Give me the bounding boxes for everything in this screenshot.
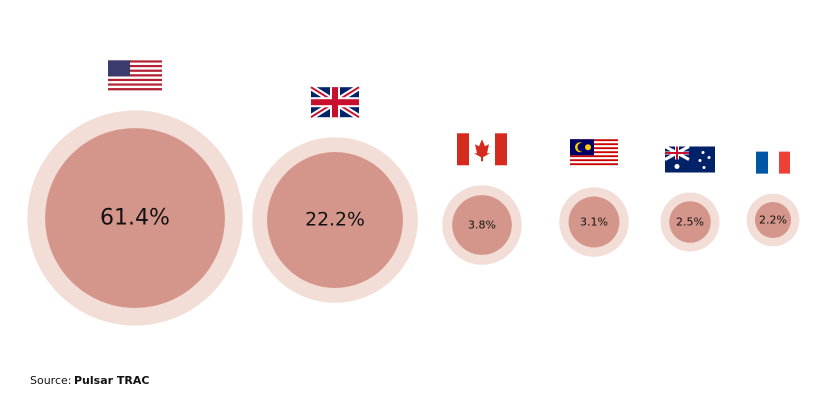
flag-part: [108, 74, 162, 77]
flag-part: [311, 99, 359, 106]
flag: [108, 60, 162, 91]
flag-part: [108, 62, 162, 65]
source-label: Source:: [30, 374, 72, 387]
flag-part: [665, 152, 689, 155]
flag-part: [577, 142, 587, 152]
flag-part: [108, 64, 162, 68]
flag-part: [570, 157, 618, 160]
source: Pulsar TRAC: [74, 374, 149, 387]
flag-part: [585, 144, 591, 151]
flag-part: [768, 151, 779, 174]
flag-part: [570, 159, 618, 162]
flag: [756, 151, 790, 174]
flag-part: [570, 165, 618, 168]
flag-part: [108, 69, 162, 72]
flag-part: [674, 164, 680, 170]
flag: [309, 84, 361, 120]
flag-part: [108, 83, 162, 86]
flag-part: [707, 156, 711, 160]
flag: [664, 145, 715, 173]
flag: [457, 133, 507, 166]
bubble: [669, 201, 711, 243]
flag-part: [108, 85, 162, 89]
flag-part: [495, 133, 507, 166]
bubble: [754, 201, 792, 239]
flag-part: [698, 159, 702, 163]
flag-part: [108, 88, 162, 91]
value-label: 2.2%: [759, 214, 787, 227]
flag-part: [570, 161, 618, 164]
bubble: [45, 128, 225, 308]
flag-part: [474, 139, 490, 162]
flag-part: [108, 60, 162, 63]
flag-part: [108, 78, 162, 82]
flag-part: [570, 163, 618, 166]
flag-part: [570, 155, 618, 158]
bubble: [267, 152, 403, 288]
value-label: 61.4%: [100, 206, 170, 231]
flag-part: [108, 60, 130, 77]
flag: [570, 139, 618, 168]
flag-part: [108, 71, 162, 75]
flag-part: [457, 133, 469, 166]
bubble: [452, 195, 512, 255]
flag-part: [108, 67, 162, 70]
value-label: 22.2%: [305, 210, 365, 231]
value-label: 3.1%: [580, 216, 608, 229]
flag-part: [779, 151, 790, 174]
flag-part: [108, 76, 162, 79]
flag-part: [701, 151, 705, 155]
flag-part: [756, 151, 768, 174]
flag-part: [702, 166, 706, 170]
value-label: 2.5%: [676, 216, 704, 229]
flag-part: [108, 81, 162, 84]
bubble: [568, 196, 620, 248]
value-label: 3.8%: [468, 219, 496, 232]
